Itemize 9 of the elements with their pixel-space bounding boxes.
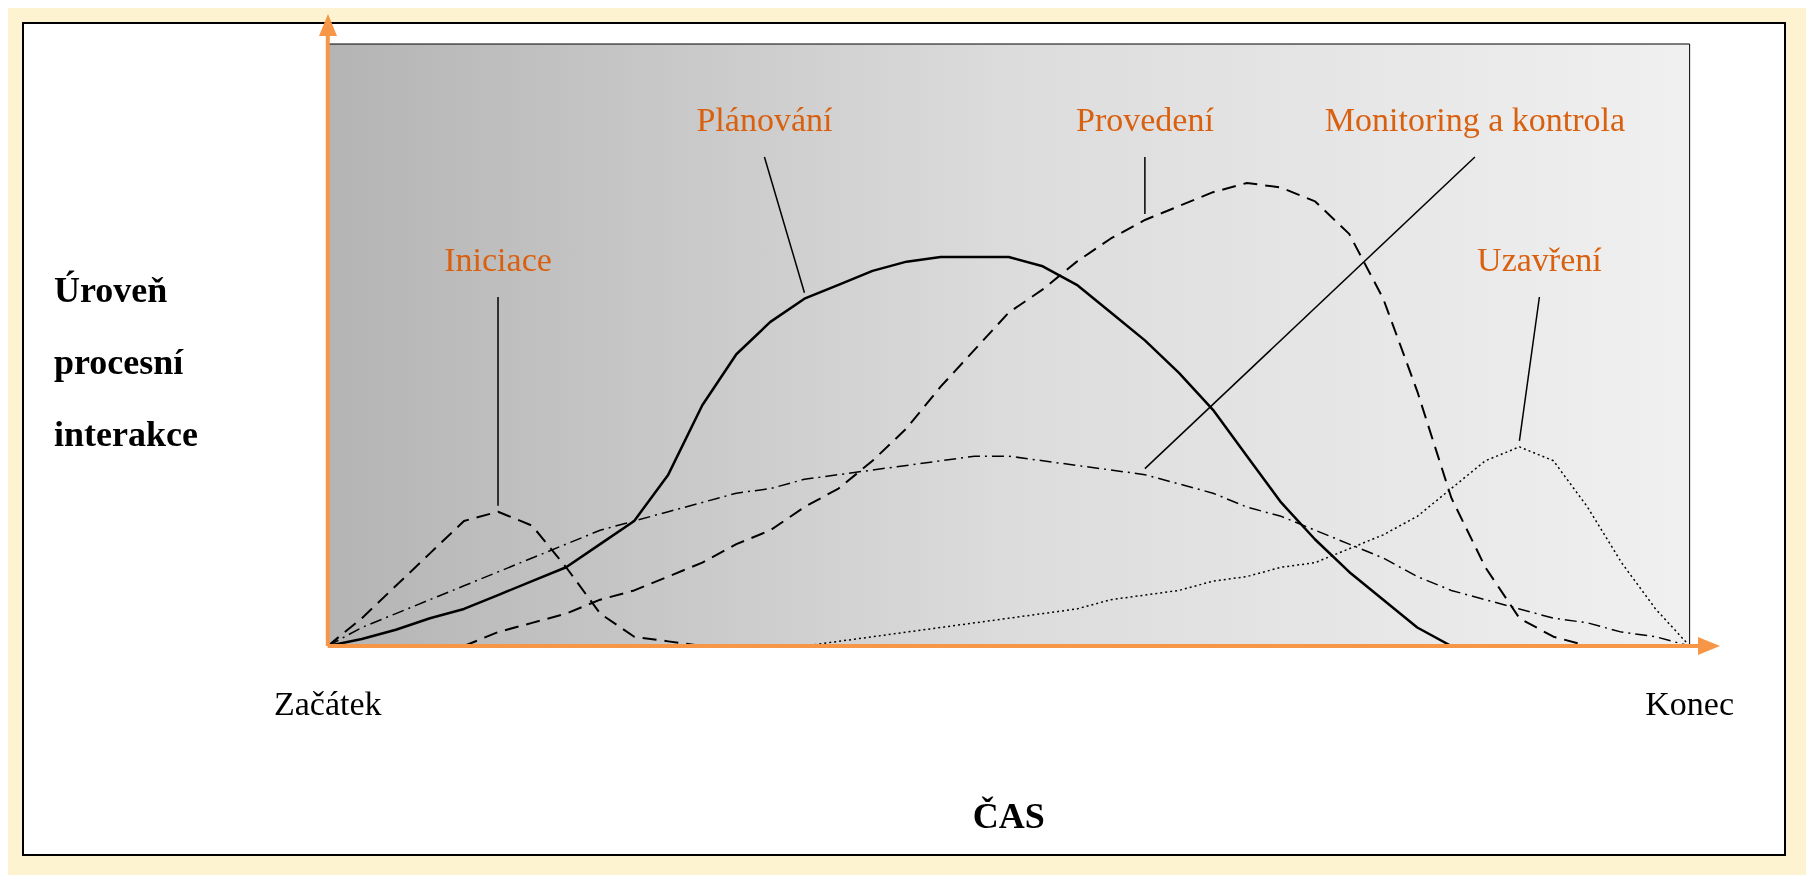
series-label: Provedení [1075, 100, 1215, 138]
y-axis-title: Úroveň procesní interakce [54, 269, 199, 456]
x-tick-label: Začátek [274, 685, 382, 723]
text: Plánování [696, 100, 833, 138]
text: Uzavření [1477, 240, 1603, 278]
x-axis-title: ČAS [972, 795, 1045, 836]
x-tick-label: Konec [1645, 685, 1735, 723]
text: Iniciace [444, 240, 552, 278]
text: Monitoring a kontrola [1324, 100, 1626, 138]
